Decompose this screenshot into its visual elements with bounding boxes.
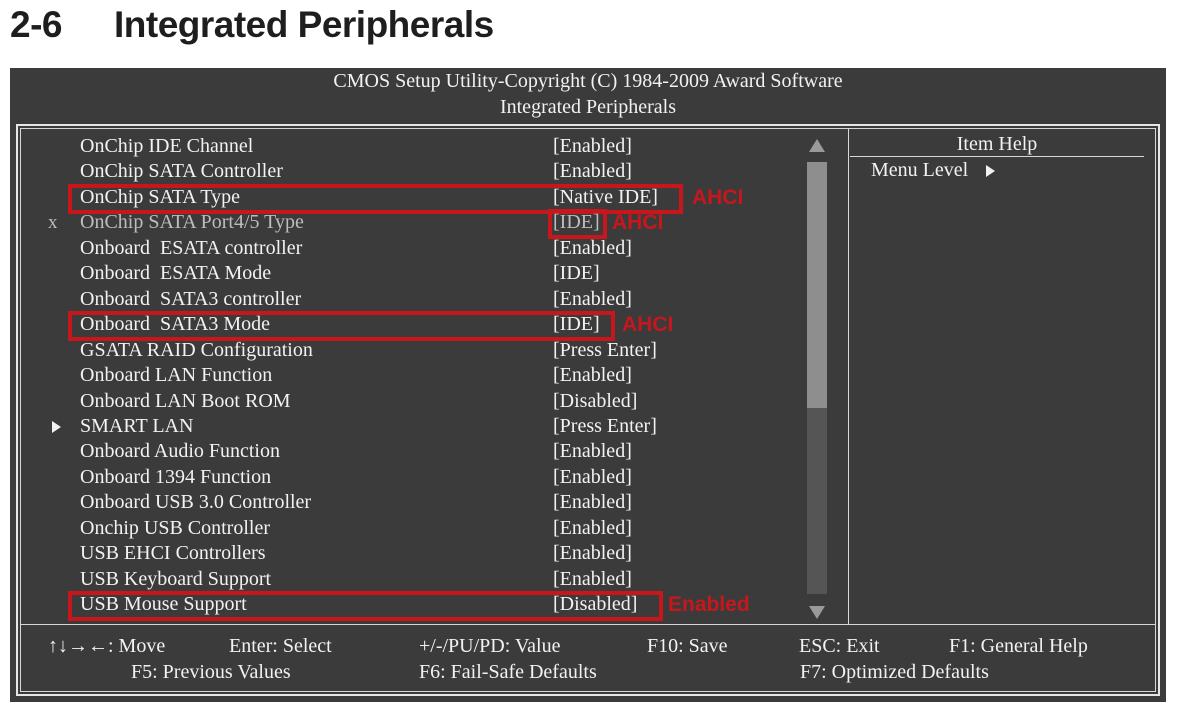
setting-row[interactable]: USB Mouse Support [Disabled] <box>10 592 850 617</box>
scroll-up-arrow-icon[interactable] <box>809 139 825 152</box>
bios-page-title: Integrated Peripherals <box>499 96 677 118</box>
menu-level: Menu Level <box>871 158 996 182</box>
setting-label: Onboard USB 3.0 Controller <box>80 491 312 514</box>
highlight-box <box>68 183 683 214</box>
setting-value[interactable]: [Native IDE] <box>553 185 658 208</box>
bios-setup-screen: CMOS Setup Utility-Copyright (C) 1984-20… <box>10 68 1166 702</box>
setting-value[interactable]: [Enabled] <box>553 440 632 463</box>
setting-row[interactable]: USB EHCI Controllers [Enabled] <box>10 541 850 566</box>
submenu-arrow-icon <box>52 420 61 433</box>
footer-failsafe-defaults: F6: Fail-Safe Defaults <box>419 661 597 683</box>
setting-row[interactable]: Onboard LAN Function [Enabled] <box>10 363 850 388</box>
recommended-value-annotation: Enabled <box>668 593 750 617</box>
highlight-box <box>548 209 607 240</box>
footer-move: ↑↓→←: Move <box>48 635 166 657</box>
setting-value[interactable]: [Enabled] <box>553 516 632 539</box>
setting-row[interactable]: Onboard LAN Boot ROM [Disabled] <box>10 389 850 414</box>
setting-row[interactable]: GSATA RAID Configuration [Press Enter] <box>10 338 850 363</box>
footer-optimized-defaults: F7: Optimized Defaults <box>800 661 989 683</box>
setting-label: Onboard SATA3 controller <box>80 287 302 310</box>
setting-label: OnChip SATA Type <box>80 185 240 208</box>
setting-label: Onboard ESATA controller <box>80 236 303 259</box>
setting-value[interactable]: [Enabled] <box>553 567 632 590</box>
setting-label: Onboard ESATA Mode <box>80 262 272 285</box>
footer-value: +/-/PU/PD: Value <box>419 635 561 657</box>
recommended-value-annotation: AHCI <box>612 211 664 235</box>
setting-value[interactable]: [IDE] <box>553 262 600 285</box>
bios-outer-frame <box>16 124 1160 696</box>
setting-row[interactable]: Onchip USB Controller [Enabled] <box>10 516 850 541</box>
setting-value[interactable]: [Enabled] <box>553 160 632 183</box>
setting-label: Onboard 1394 Function <box>80 465 272 488</box>
setting-label: OnChip SATA Controller <box>80 160 283 183</box>
setting-row[interactable]: Onboard SATA3 controller [Enabled] <box>10 287 850 312</box>
setting-value[interactable]: [Enabled] <box>553 465 632 488</box>
section-heading: 2-6 Integrated Peripherals <box>10 4 494 56</box>
disabled-marker: x <box>48 212 58 234</box>
setting-value[interactable]: [Disabled] <box>553 389 638 412</box>
scroll-down-arrow-icon[interactable] <box>809 606 825 619</box>
setting-row: x OnChip SATA Port4/5 Type [IDE] <box>10 210 850 235</box>
recommended-value-annotation: AHCI <box>692 185 744 209</box>
setting-value[interactable]: [Enabled] <box>553 287 632 310</box>
setting-value[interactable]: [Press Enter] <box>553 414 657 437</box>
setting-row[interactable]: Onboard ESATA controller [Enabled] <box>10 236 850 261</box>
setting-label: USB Mouse Support <box>80 593 247 616</box>
footer-save: F10: Save <box>647 635 728 657</box>
highlight-box <box>68 311 615 342</box>
setting-label: USB EHCI Controllers <box>80 542 266 565</box>
footer-previous-values: F5: Previous Values <box>131 661 291 683</box>
highlight-box <box>68 591 663 622</box>
setting-row[interactable]: SMART LAN [Press Enter] <box>10 414 850 439</box>
section-number: 2-6 <box>10 4 62 45</box>
bios-copyright-header: CMOS Setup Utility-Copyright (C) 1984-20… <box>333 70 843 92</box>
setting-value[interactable]: [Enabled] <box>553 364 632 387</box>
setting-label: Onboard SATA3 Mode <box>80 313 271 336</box>
menu-level-label: Menu Level <box>871 159 969 181</box>
setting-label: Onboard LAN Function <box>80 364 273 387</box>
setting-label: Onboard LAN Boot ROM <box>80 389 291 412</box>
menu-level-arrow-icon <box>986 165 996 178</box>
footer-enter: Enter: Select <box>229 635 332 657</box>
setting-value[interactable]: [Disabled] <box>553 593 638 616</box>
setting-row[interactable]: Onboard USB 3.0 Controller [Enabled] <box>10 490 850 515</box>
setting-label: OnChip SATA Port4/5 Type <box>80 211 304 234</box>
setting-label: Onchip USB Controller <box>80 516 270 539</box>
setting-row[interactable]: Onboard ESATA Mode [IDE] <box>10 261 850 286</box>
setting-row[interactable]: Onboard Audio Function [Enabled] <box>10 439 850 464</box>
setting-value[interactable]: [IDE] <box>553 313 600 336</box>
setting-value[interactable]: [Enabled] <box>553 236 632 259</box>
recommended-value-annotation: AHCI <box>622 313 674 337</box>
setting-row[interactable]: OnChip SATA Controller [Enabled] <box>10 159 850 184</box>
scrollbar-thumb[interactable] <box>807 162 827 408</box>
help-divider <box>848 128 849 624</box>
setting-row[interactable]: USB Keyboard Support [Enabled] <box>10 567 850 592</box>
footer-general-help: F1: General Help <box>949 635 1088 657</box>
item-help-title: Item Help <box>850 132 1144 157</box>
setting-value[interactable]: [Enabled] <box>553 135 632 157</box>
setting-label: SMART LAN <box>80 414 194 437</box>
setting-label: Onboard Audio Function <box>80 440 280 463</box>
setting-value: [IDE] <box>553 211 600 234</box>
setting-value[interactable]: [Enabled] <box>553 491 632 514</box>
footer-divider <box>20 624 1156 625</box>
setting-value[interactable]: [Enabled] <box>553 542 632 565</box>
setting-label: OnChip IDE Channel <box>80 135 254 157</box>
setting-label: USB Keyboard Support <box>80 567 272 590</box>
setting-label: GSATA RAID Configuration <box>80 338 313 361</box>
setting-row[interactable]: Onboard SATA3 Mode [IDE] <box>10 312 850 337</box>
setting-value[interactable]: [Press Enter] <box>553 338 657 361</box>
setting-row[interactable]: OnChip SATA Type [Native IDE] <box>10 185 850 210</box>
setting-row[interactable]: OnChip IDE Channel [Enabled] <box>10 134 850 159</box>
setting-row[interactable]: Onboard 1394 Function [Enabled] <box>10 465 850 490</box>
section-title: Integrated Peripherals <box>114 4 494 45</box>
bios-inner-frame <box>20 128 1156 692</box>
footer-exit: ESC: Exit <box>799 635 880 657</box>
